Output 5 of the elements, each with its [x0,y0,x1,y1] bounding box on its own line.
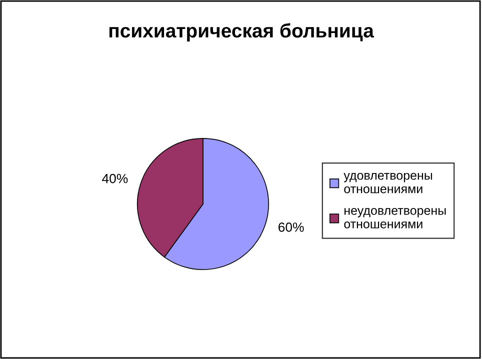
data-label: 40% [102,174,128,184]
data-label: 60% [278,222,304,232]
chart-title: психиатрическая больница [109,23,374,42]
legend-label: удовлетворены отношениями [344,172,432,194]
legend-label: неудовлетворены отношениями [344,208,446,228]
